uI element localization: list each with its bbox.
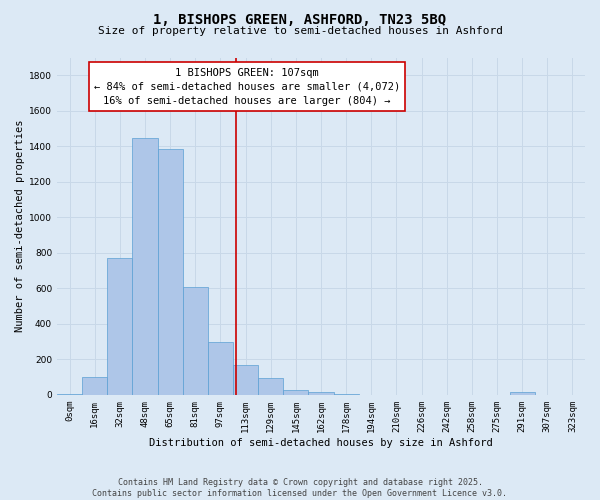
Bar [158, 149, 183, 395]
Bar [509, 392, 535, 395]
Bar [258, 378, 283, 395]
Text: Size of property relative to semi-detached houses in Ashford: Size of property relative to semi-detach… [97, 26, 503, 36]
Bar [107, 258, 133, 395]
Bar [233, 364, 258, 395]
Bar [57, 394, 82, 395]
Bar [308, 392, 334, 395]
X-axis label: Distribution of semi-detached houses by size in Ashford: Distribution of semi-detached houses by … [149, 438, 493, 448]
Y-axis label: Number of semi-detached properties: Number of semi-detached properties [15, 120, 25, 332]
Bar [283, 390, 308, 395]
Text: Contains HM Land Registry data © Crown copyright and database right 2025.
Contai: Contains HM Land Registry data © Crown c… [92, 478, 508, 498]
Bar [208, 342, 233, 395]
Text: 1, BISHOPS GREEN, ASHFORD, TN23 5BQ: 1, BISHOPS GREEN, ASHFORD, TN23 5BQ [154, 12, 446, 26]
Bar [133, 138, 158, 395]
Text: 1 BISHOPS GREEN: 107sqm
← 84% of semi-detached houses are smaller (4,072)
16% of: 1 BISHOPS GREEN: 107sqm ← 84% of semi-de… [94, 68, 400, 106]
Bar [183, 286, 208, 395]
Bar [82, 377, 107, 395]
